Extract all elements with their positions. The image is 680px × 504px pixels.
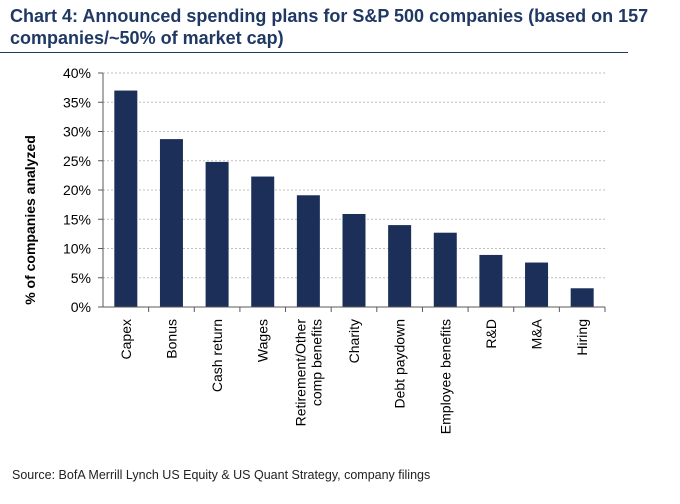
chart-source: Source: BofA Merrill Lynch US Equity & U… xyxy=(12,468,431,482)
x-tick-label: Employee benefits xyxy=(437,319,453,434)
bar xyxy=(159,139,183,307)
x-tick-labels: Capex Bonus Cash return Wages Retirement/Oth… xyxy=(118,318,590,434)
x-tick-label: R&D xyxy=(483,319,499,349)
x-tick-label: Hiring xyxy=(574,319,590,356)
bar xyxy=(114,90,138,307)
y-tick-label: 10% xyxy=(63,241,91,257)
x-tick-label: Debt paydown xyxy=(392,319,408,409)
chart-title: Chart 4: Announced spending plans for S&… xyxy=(10,6,649,48)
bar xyxy=(251,176,275,307)
y-tick-label: 40% xyxy=(63,65,91,81)
y-axis-label: % of companies analyzed xyxy=(22,135,38,305)
y-tick-label: 35% xyxy=(63,94,91,110)
bar xyxy=(388,225,412,307)
y-tick-label: 25% xyxy=(63,153,91,169)
y-tick-label: 20% xyxy=(63,182,91,198)
y-tick-label: 15% xyxy=(63,211,91,227)
x-tick-label: Bonus xyxy=(163,319,179,359)
y-tick-label: 30% xyxy=(63,124,91,140)
bar xyxy=(525,262,549,307)
x-tick-label: Wages xyxy=(255,319,271,362)
x-tick-label: M&A xyxy=(529,318,545,349)
bar xyxy=(342,213,366,307)
x-tick-label: Capex xyxy=(118,319,134,359)
y-tick-label: 0% xyxy=(71,299,91,315)
bar xyxy=(570,288,594,307)
bars xyxy=(114,90,594,307)
x-tick-label: comp benefits xyxy=(308,319,324,406)
y-tick-labels: 0% 5% 10% 15% 20% 25% 30% 35% 40% xyxy=(63,65,91,315)
bar xyxy=(205,161,229,307)
bar xyxy=(296,195,320,307)
x-tick-label: Cash return xyxy=(209,319,225,392)
y-tick-label: 5% xyxy=(71,270,91,286)
axes xyxy=(98,72,606,312)
x-tick-label: Charity xyxy=(346,319,362,363)
bar xyxy=(433,232,457,307)
bar xyxy=(479,254,503,307)
x-tick-label: Retirement/Other xyxy=(292,319,308,427)
title-rule xyxy=(0,52,628,53)
